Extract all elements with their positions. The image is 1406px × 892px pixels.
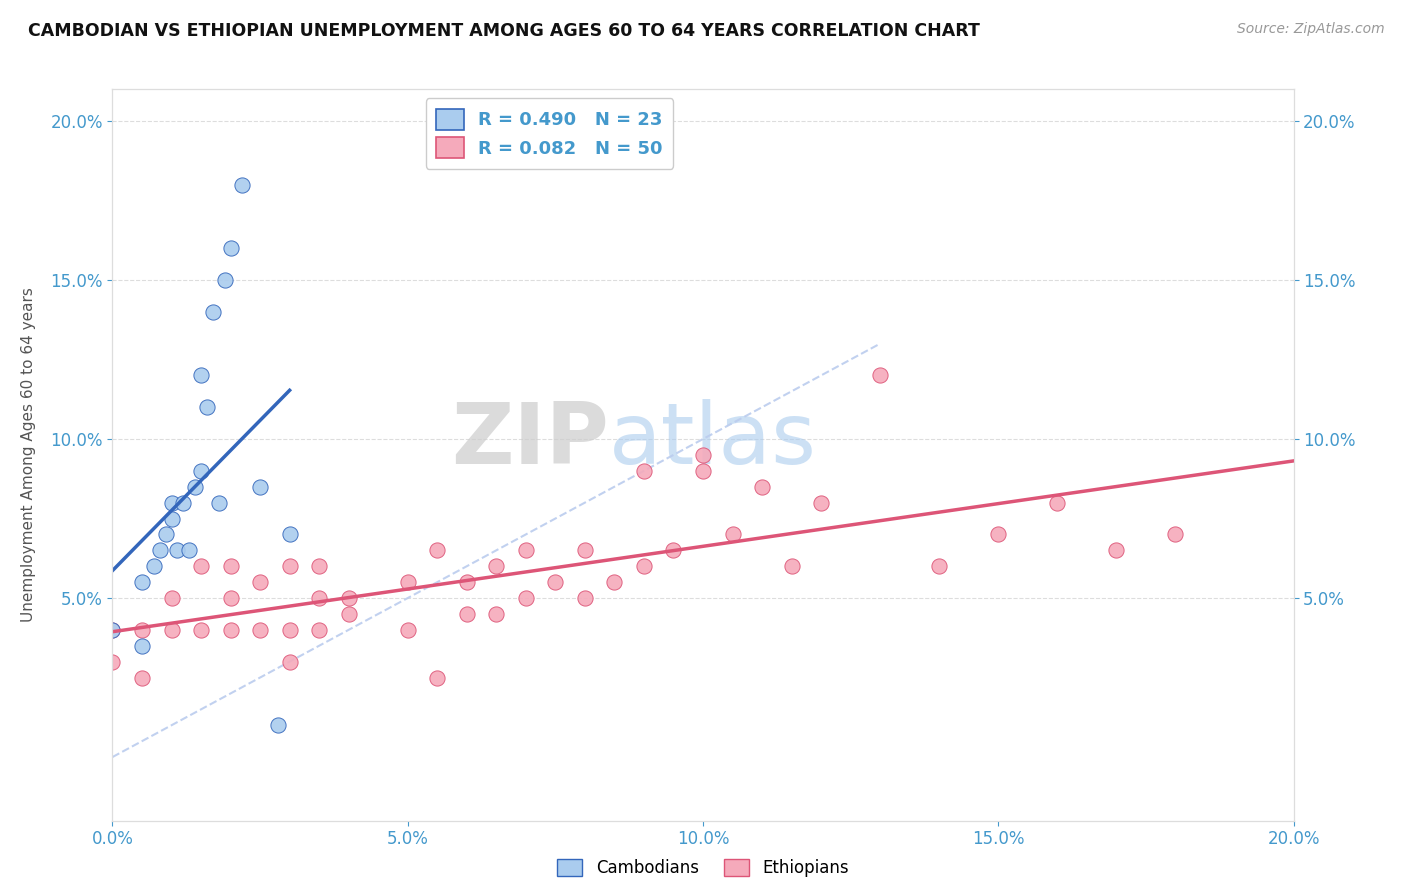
Point bbox=[278, 655, 301, 669]
Point bbox=[751, 480, 773, 494]
Point bbox=[308, 623, 330, 637]
Point bbox=[190, 464, 212, 478]
Point bbox=[308, 559, 330, 574]
Point bbox=[603, 575, 626, 590]
Point bbox=[426, 671, 449, 685]
Point bbox=[633, 464, 655, 478]
Point bbox=[692, 448, 714, 462]
Y-axis label: Unemployment Among Ages 60 to 64 years: Unemployment Among Ages 60 to 64 years bbox=[21, 287, 37, 623]
Point bbox=[308, 591, 330, 605]
Point bbox=[278, 623, 301, 637]
Point bbox=[1105, 543, 1128, 558]
Point bbox=[278, 559, 301, 574]
Point bbox=[869, 368, 891, 383]
Point bbox=[208, 495, 231, 509]
Point bbox=[278, 527, 301, 541]
Point bbox=[101, 623, 124, 637]
Point bbox=[131, 623, 153, 637]
Point bbox=[131, 639, 153, 653]
Point bbox=[160, 495, 183, 509]
Point bbox=[160, 623, 183, 637]
Point bbox=[190, 559, 212, 574]
Point bbox=[219, 559, 242, 574]
Legend: R = 0.490   N = 23, R = 0.082   N = 50: R = 0.490 N = 23, R = 0.082 N = 50 bbox=[426, 98, 673, 169]
Point bbox=[219, 241, 242, 255]
Point bbox=[928, 559, 950, 574]
Point bbox=[692, 464, 714, 478]
Point bbox=[396, 623, 419, 637]
Point bbox=[396, 575, 419, 590]
Point bbox=[544, 575, 567, 590]
Point bbox=[249, 575, 271, 590]
Point bbox=[190, 368, 212, 383]
Point bbox=[1164, 527, 1187, 541]
Point bbox=[426, 543, 449, 558]
Text: CAMBODIAN VS ETHIOPIAN UNEMPLOYMENT AMONG AGES 60 TO 64 YEARS CORRELATION CHART: CAMBODIAN VS ETHIOPIAN UNEMPLOYMENT AMON… bbox=[28, 22, 980, 40]
Point bbox=[160, 511, 183, 525]
Point bbox=[149, 543, 172, 558]
Point bbox=[337, 591, 360, 605]
Point bbox=[456, 607, 478, 621]
Point bbox=[485, 559, 508, 574]
Point bbox=[1046, 495, 1069, 509]
Point bbox=[131, 575, 153, 590]
Point bbox=[267, 718, 290, 732]
Point bbox=[195, 401, 218, 415]
Point bbox=[721, 527, 744, 541]
Point bbox=[160, 591, 183, 605]
Point bbox=[179, 543, 201, 558]
Point bbox=[219, 623, 242, 637]
Legend: Cambodians, Ethiopians: Cambodians, Ethiopians bbox=[551, 852, 855, 884]
Point bbox=[574, 591, 596, 605]
Point bbox=[166, 543, 188, 558]
Point bbox=[131, 671, 153, 685]
Point bbox=[485, 607, 508, 621]
Text: atlas: atlas bbox=[609, 399, 817, 482]
Text: Source: ZipAtlas.com: Source: ZipAtlas.com bbox=[1237, 22, 1385, 37]
Point bbox=[515, 591, 537, 605]
Point bbox=[219, 591, 242, 605]
Point bbox=[101, 655, 124, 669]
Point bbox=[633, 559, 655, 574]
Point bbox=[231, 178, 253, 192]
Point bbox=[201, 305, 224, 319]
Point bbox=[515, 543, 537, 558]
Text: ZIP: ZIP bbox=[451, 399, 609, 482]
Point bbox=[249, 623, 271, 637]
Point bbox=[574, 543, 596, 558]
Point bbox=[214, 273, 236, 287]
Point bbox=[142, 559, 165, 574]
Point bbox=[190, 623, 212, 637]
Point bbox=[249, 480, 271, 494]
Point bbox=[456, 575, 478, 590]
Point bbox=[987, 527, 1010, 541]
Point bbox=[662, 543, 685, 558]
Point bbox=[172, 495, 194, 509]
Point bbox=[810, 495, 832, 509]
Point bbox=[780, 559, 803, 574]
Point bbox=[337, 607, 360, 621]
Point bbox=[155, 527, 177, 541]
Point bbox=[184, 480, 207, 494]
Point bbox=[101, 623, 124, 637]
